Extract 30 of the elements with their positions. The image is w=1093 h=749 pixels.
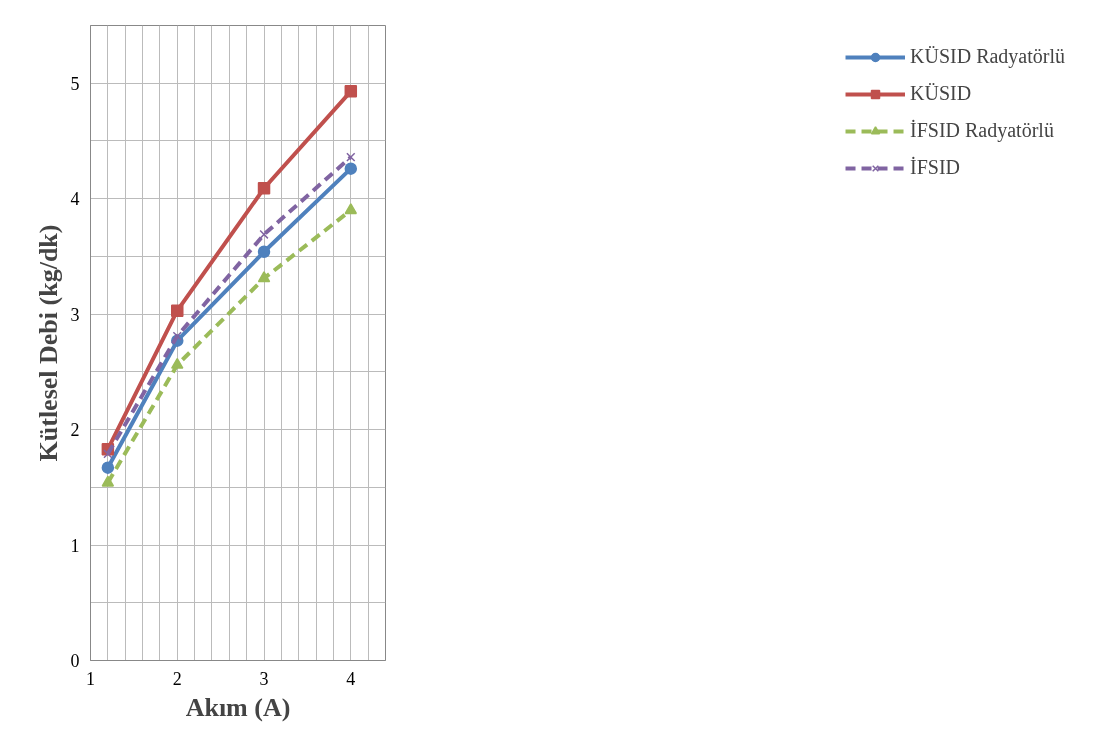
- legend-label: İFSID Radyatörlü: [910, 119, 1054, 142]
- point: [344, 203, 358, 215]
- point: [344, 85, 358, 98]
- point: [257, 245, 271, 259]
- y-tick-label: 3: [70, 304, 80, 325]
- point: [257, 182, 271, 195]
- x-tick-label: 2: [172, 668, 182, 689]
- point: [257, 271, 271, 283]
- point: [101, 461, 115, 474]
- y-tick-label: 4: [70, 189, 80, 210]
- y-axis-title: Kütlesel Debi (kg/dk): [33, 224, 63, 462]
- point: [259, 229, 269, 240]
- point: [171, 357, 184, 369]
- x-axis-title: Akım (A): [185, 692, 291, 722]
- point: [172, 331, 182, 341]
- point: [344, 162, 358, 175]
- x-tick-label: 4: [346, 668, 356, 689]
- x-tick-label: 1: [86, 668, 95, 689]
- y-tick-label: 2: [70, 420, 80, 441]
- point: [101, 475, 115, 487]
- legend-label: KÜSID Radyatörlü: [910, 45, 1065, 68]
- point: [171, 304, 184, 317]
- x-tick-label: 3: [259, 668, 269, 689]
- legend-label: KÜSID: [910, 82, 972, 105]
- legend-label: İFSID: [910, 156, 961, 179]
- y-tick-label: 0: [70, 651, 80, 671]
- point: [346, 152, 356, 162]
- point: [103, 449, 113, 459]
- y-tick-label: 1: [70, 535, 80, 556]
- y-tick-label: 5: [70, 73, 80, 94]
